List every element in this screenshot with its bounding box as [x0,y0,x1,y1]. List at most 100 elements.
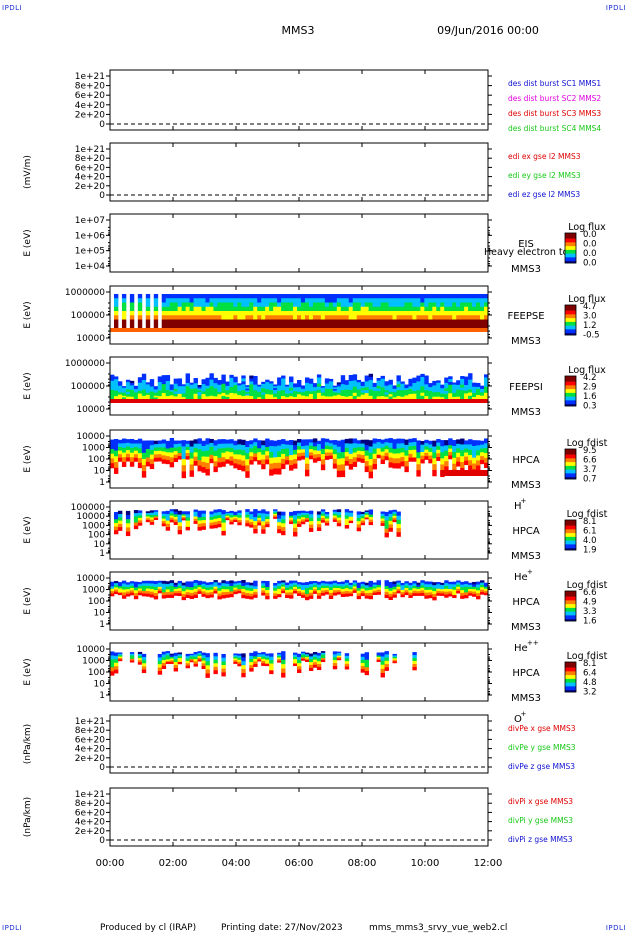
heatmap-cell [205,665,210,670]
heatmap-cell [320,511,326,515]
heatmap-cell [233,656,238,659]
species-label: He [514,572,528,583]
heatmap-cell [117,443,123,448]
heatmap-cell [344,387,350,390]
heatmap-cell [392,581,397,585]
colorbar-step [565,392,576,396]
heatmap-cell [129,399,135,403]
heatmap-cell [185,511,190,515]
heatmap-cell [396,515,401,521]
heatmap-cell [316,666,322,671]
heatmap-cell [209,373,214,377]
heatmap-cell [452,457,457,465]
heatmap-cell [376,652,381,655]
footer-printing-date: Printing date: 27/Nov/2023 [221,923,343,933]
heatmap-cell [249,452,254,457]
heatmap-cell [320,454,326,460]
heatmap-cell [316,302,322,308]
colorbar-step [565,617,576,620]
colorbar-step [565,675,576,678]
heatmap-cell [308,311,314,316]
heatmap-cell [300,446,306,450]
instrument-label: HPCA [512,597,540,608]
heatmap-cell [348,399,354,403]
heatmap-cell [229,306,234,312]
heatmap-cell [209,389,214,393]
heatmap-cell [121,399,127,403]
heatmap-cell [249,387,254,391]
heatmap-cell [324,383,330,387]
heatmap-cell [273,512,278,515]
heatmap-cell [245,440,250,448]
heatmap-cell [185,379,190,384]
heatmap-cell [360,666,366,670]
heatmap-cell [300,387,306,390]
heatmap-cell [269,396,274,400]
heatmap-cell [388,513,393,518]
heatmap-cell [444,302,449,308]
heatmap-cell [213,512,218,517]
heatmap-cell [153,514,159,517]
heatmap-cell [209,514,214,518]
heatmap-cell [141,452,147,460]
heatmap-cell [356,590,362,594]
heatmap-cell [273,446,278,453]
heatmap-cell [297,306,302,312]
heatmap-cell [113,659,119,664]
heatmap-cell [448,581,453,585]
heatmap-cell [428,451,433,456]
heatmap-cell [360,659,366,664]
heatmap-cell [149,399,155,403]
heatmap-cell [165,520,171,525]
heatmap-cell [392,393,397,397]
heatmap-cell [253,294,258,299]
heatmap-cell [281,328,286,332]
heatmap-cell [324,302,330,308]
heatmap-cell [380,311,385,316]
heatmap-cell [364,306,370,312]
colorbar-step [565,251,576,254]
heatmap-cell [113,302,119,308]
heatmap-cell [193,582,198,587]
heatmap-cell [344,328,350,332]
heatmap-cell [444,306,449,312]
colorbar-step [565,327,576,330]
heatmap-cell [328,383,334,387]
heatmap-cell [456,588,461,592]
heatmap-cell [273,384,278,387]
colorbar-frame [564,304,577,336]
legend-entry: divPe z gse MMS3 [508,762,575,771]
heatmap-cell [404,397,409,400]
heatmap-cell [297,379,302,383]
heatmap-cell [217,396,222,400]
heatmap-cell [364,396,370,400]
heatmap-cell [468,399,473,403]
heatmap-cell [332,399,338,403]
colorbar-step [565,662,576,665]
colorbar-step [565,308,576,311]
heatmap-cell [189,470,194,477]
heatmap-cell [336,328,342,332]
heatmap-cell [412,581,417,584]
legend-entry: des dist burst SC1 MMS1 [508,79,601,88]
heatmap-cell [153,386,159,389]
heatmap-cell [177,323,183,329]
heatmap-cell [237,659,242,663]
heatmap-cell [400,390,405,393]
heatmap-cell [348,518,354,522]
heatmap-cell [404,319,409,325]
heatmap-cell [173,319,179,325]
heatmap-cell [328,386,334,390]
heatmap-cell [165,651,171,654]
heatmap-cell [356,521,362,525]
heatmap-cell [300,656,306,658]
heatmap-cell [456,394,461,398]
heatmap-cell [245,471,250,478]
heatmap-cell [225,394,230,398]
heatmap-cell [372,590,377,593]
heatmap-cell [269,653,274,658]
heatmap-cell [153,390,159,393]
heatmap-cell [476,311,481,316]
heatmap-cell [412,315,417,320]
heatmap-cell [281,515,286,520]
